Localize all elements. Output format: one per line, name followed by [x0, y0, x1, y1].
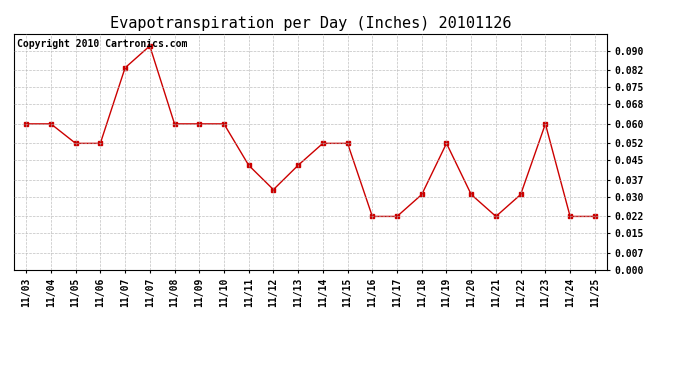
Text: Copyright 2010 Cartronics.com: Copyright 2010 Cartronics.com — [17, 39, 187, 48]
Title: Evapotranspiration per Day (Inches) 20101126: Evapotranspiration per Day (Inches) 2010… — [110, 16, 511, 31]
